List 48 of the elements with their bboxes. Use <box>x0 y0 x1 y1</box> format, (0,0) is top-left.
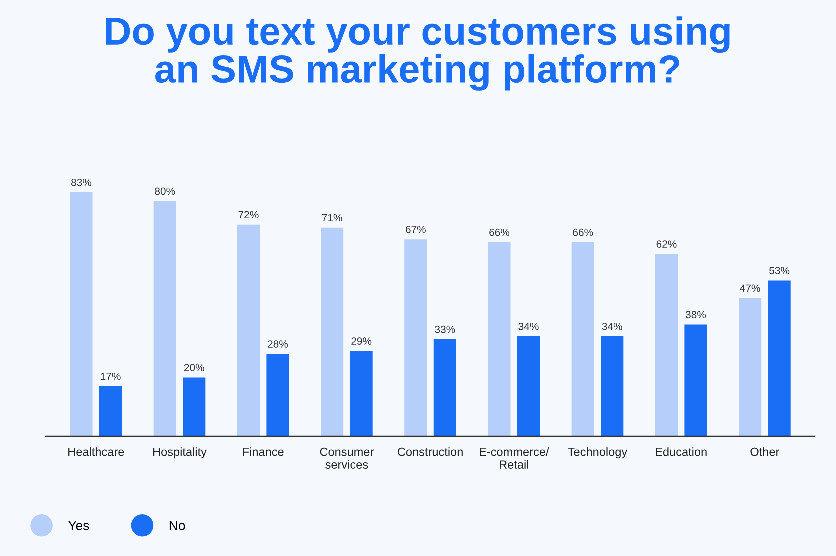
data-label: 47% <box>740 284 760 292</box>
data-label: 34% <box>602 322 622 330</box>
bar <box>488 242 511 436</box>
chart-title: Do you text your customers using an SMS marketing platform? <box>106 16 730 91</box>
legend-label: No <box>170 521 186 530</box>
data-label: 62% <box>656 240 677 248</box>
bar <box>237 224 260 436</box>
x-tick-label: Education <box>656 448 707 456</box>
x-tick-label: Healthcare <box>68 448 124 456</box>
bar <box>266 354 290 436</box>
data-label: 17% <box>101 372 121 380</box>
data-label: 67% <box>406 226 426 234</box>
data-label: 66% <box>490 228 510 236</box>
bar <box>434 339 456 436</box>
data-label: 80% <box>155 188 176 196</box>
x-tick-label: E-commerce/ Retail <box>480 448 550 469</box>
x-tick-label: Other <box>750 448 780 456</box>
data-label: 66% <box>573 228 594 236</box>
bar <box>154 201 176 436</box>
data-label: 71% <box>322 214 342 222</box>
x-tick-label: Hospitality <box>153 448 207 459</box>
data-label: 53% <box>770 267 790 274</box>
x-tick-label: Finance <box>243 448 284 456</box>
bar <box>404 240 428 436</box>
x-tick-label: Construction <box>398 448 463 456</box>
bar <box>572 242 594 436</box>
data-label: 29% <box>352 338 372 346</box>
bar <box>517 336 540 436</box>
data-label: 20% <box>184 364 204 372</box>
bar <box>601 336 624 436</box>
bar <box>99 386 122 436</box>
bar <box>739 298 762 436</box>
bar <box>321 228 344 436</box>
bar <box>768 280 791 436</box>
data-label: 72% <box>238 211 259 219</box>
data-label: 38% <box>686 311 706 319</box>
data-label: 33% <box>435 326 456 334</box>
legend-label: Yes <box>68 521 90 530</box>
data-label: 34% <box>518 322 539 330</box>
data-label: 28% <box>268 340 288 348</box>
bar <box>350 351 373 436</box>
x-tick-label: Consumer services <box>320 448 374 469</box>
bar <box>70 192 93 436</box>
bar <box>183 378 206 436</box>
data-label: 83% <box>72 178 92 186</box>
bar <box>684 324 708 436</box>
bar <box>655 254 678 436</box>
x-tick-label: Technology <box>568 448 628 459</box>
